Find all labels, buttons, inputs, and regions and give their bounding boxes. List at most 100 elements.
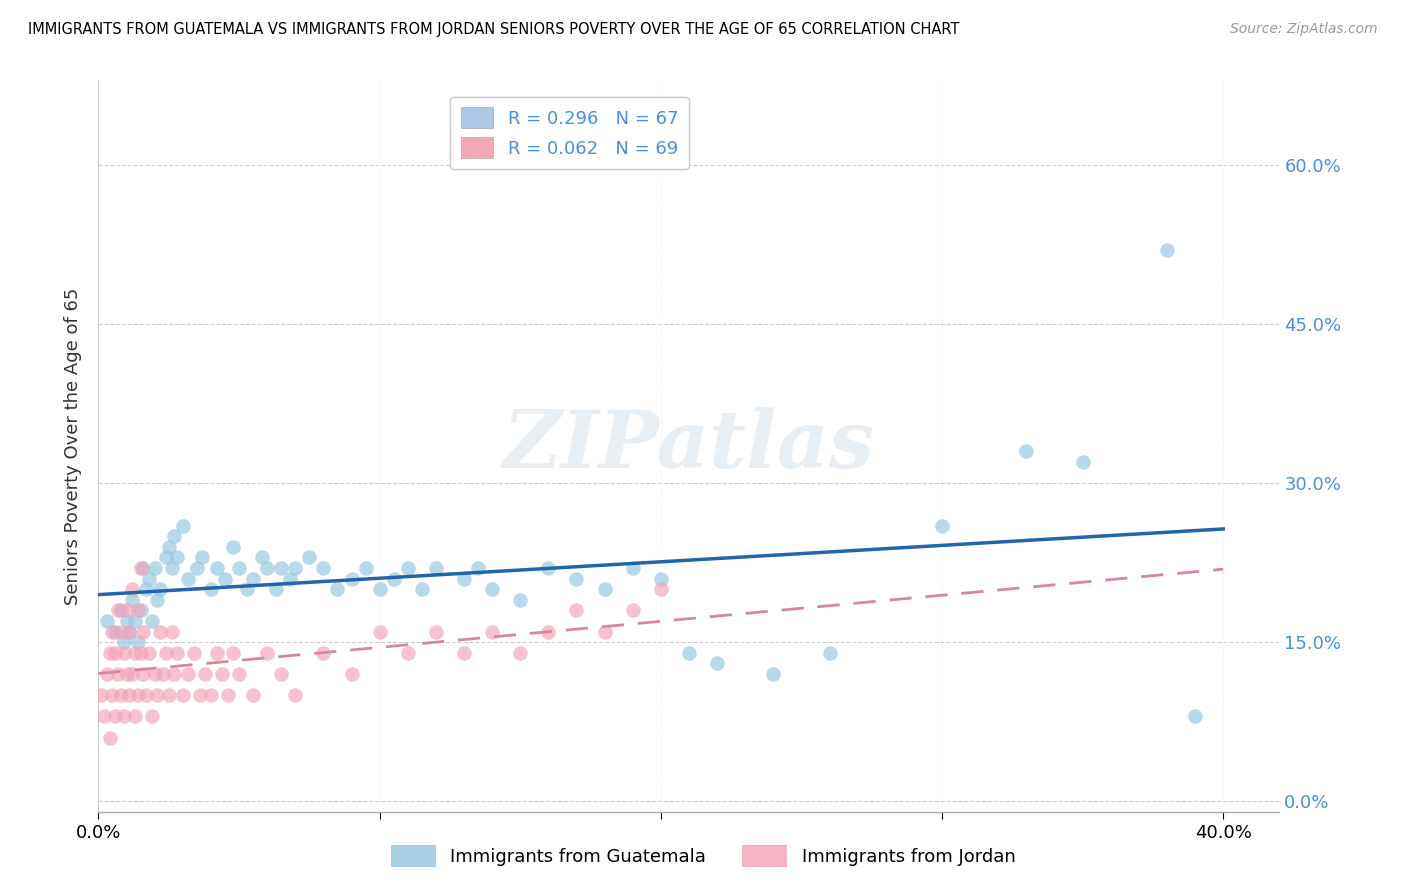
Point bbox=[101, 688, 124, 702]
Point bbox=[132, 561, 155, 575]
Text: Source: ZipAtlas.com: Source: ZipAtlas.com bbox=[1230, 22, 1378, 37]
Point bbox=[110, 624, 132, 639]
Point bbox=[118, 624, 141, 639]
Point bbox=[1156, 243, 1178, 257]
Point bbox=[152, 667, 174, 681]
Point bbox=[115, 603, 138, 617]
Point bbox=[172, 518, 194, 533]
Point bbox=[177, 572, 200, 586]
Point bbox=[650, 572, 672, 586]
Point bbox=[368, 582, 391, 596]
Point bbox=[200, 688, 222, 702]
Point bbox=[678, 646, 700, 660]
Point bbox=[298, 550, 321, 565]
Point bbox=[163, 667, 186, 681]
Point bbox=[129, 646, 152, 660]
Point bbox=[141, 709, 163, 723]
Point bbox=[194, 667, 217, 681]
Point bbox=[110, 603, 132, 617]
Point bbox=[205, 646, 228, 660]
Point bbox=[149, 624, 172, 639]
Point bbox=[146, 592, 169, 607]
Point bbox=[157, 688, 180, 702]
Point bbox=[155, 646, 177, 660]
Point bbox=[312, 561, 335, 575]
Point bbox=[931, 518, 953, 533]
Point bbox=[112, 646, 135, 660]
Point bbox=[138, 572, 160, 586]
Point bbox=[129, 603, 152, 617]
Point bbox=[593, 624, 616, 639]
Point bbox=[138, 646, 160, 660]
Text: IMMIGRANTS FROM GUATEMALA VS IMMIGRANTS FROM JORDAN SENIORS POVERTY OVER THE AGE: IMMIGRANTS FROM GUATEMALA VS IMMIGRANTS … bbox=[28, 22, 959, 37]
Point bbox=[340, 667, 363, 681]
Point bbox=[141, 614, 163, 628]
Point bbox=[270, 561, 292, 575]
Point bbox=[90, 688, 112, 702]
Point bbox=[191, 550, 214, 565]
Point bbox=[121, 667, 143, 681]
Point bbox=[214, 572, 236, 586]
Point bbox=[228, 561, 250, 575]
Point bbox=[1071, 455, 1094, 469]
Point bbox=[96, 614, 118, 628]
Point bbox=[107, 667, 129, 681]
Point bbox=[326, 582, 349, 596]
Point bbox=[186, 561, 208, 575]
Point bbox=[382, 572, 405, 586]
Point bbox=[146, 688, 169, 702]
Point bbox=[115, 667, 138, 681]
Point bbox=[104, 709, 127, 723]
Point bbox=[818, 646, 841, 660]
Point bbox=[129, 561, 152, 575]
Point bbox=[368, 624, 391, 639]
Point bbox=[453, 646, 475, 660]
Point bbox=[127, 603, 149, 617]
Point bbox=[354, 561, 377, 575]
Point bbox=[143, 667, 166, 681]
Point bbox=[396, 561, 419, 575]
Point bbox=[284, 561, 307, 575]
Y-axis label: Seniors Poverty Over the Age of 65: Seniors Poverty Over the Age of 65 bbox=[65, 287, 83, 605]
Point bbox=[115, 614, 138, 628]
Point bbox=[706, 657, 728, 671]
Point bbox=[98, 646, 121, 660]
Point bbox=[242, 688, 264, 702]
Point bbox=[650, 582, 672, 596]
Point bbox=[104, 646, 127, 660]
Point bbox=[340, 572, 363, 586]
Point bbox=[132, 624, 155, 639]
Point bbox=[278, 572, 301, 586]
Point bbox=[217, 688, 239, 702]
Point bbox=[264, 582, 287, 596]
Point bbox=[1015, 444, 1038, 458]
Point bbox=[396, 646, 419, 660]
Point bbox=[621, 603, 644, 617]
Point bbox=[250, 550, 273, 565]
Point bbox=[127, 635, 149, 649]
Point bbox=[163, 529, 186, 543]
Legend: Immigrants from Guatemala, Immigrants from Jordan: Immigrants from Guatemala, Immigrants fr… bbox=[384, 838, 1022, 874]
Point bbox=[98, 731, 121, 745]
Point bbox=[160, 624, 183, 639]
Point bbox=[509, 646, 531, 660]
Point bbox=[621, 561, 644, 575]
Point bbox=[118, 688, 141, 702]
Point bbox=[222, 646, 245, 660]
Point bbox=[565, 603, 588, 617]
Point bbox=[509, 592, 531, 607]
Point bbox=[593, 582, 616, 596]
Point bbox=[1184, 709, 1206, 723]
Point bbox=[107, 603, 129, 617]
Point bbox=[312, 646, 335, 660]
Point bbox=[93, 709, 115, 723]
Text: ZIPatlas: ZIPatlas bbox=[503, 408, 875, 484]
Point bbox=[166, 550, 188, 565]
Point bbox=[132, 667, 155, 681]
Point bbox=[143, 561, 166, 575]
Point bbox=[481, 624, 503, 639]
Point bbox=[270, 667, 292, 681]
Point bbox=[537, 624, 560, 639]
Point bbox=[101, 624, 124, 639]
Point bbox=[467, 561, 489, 575]
